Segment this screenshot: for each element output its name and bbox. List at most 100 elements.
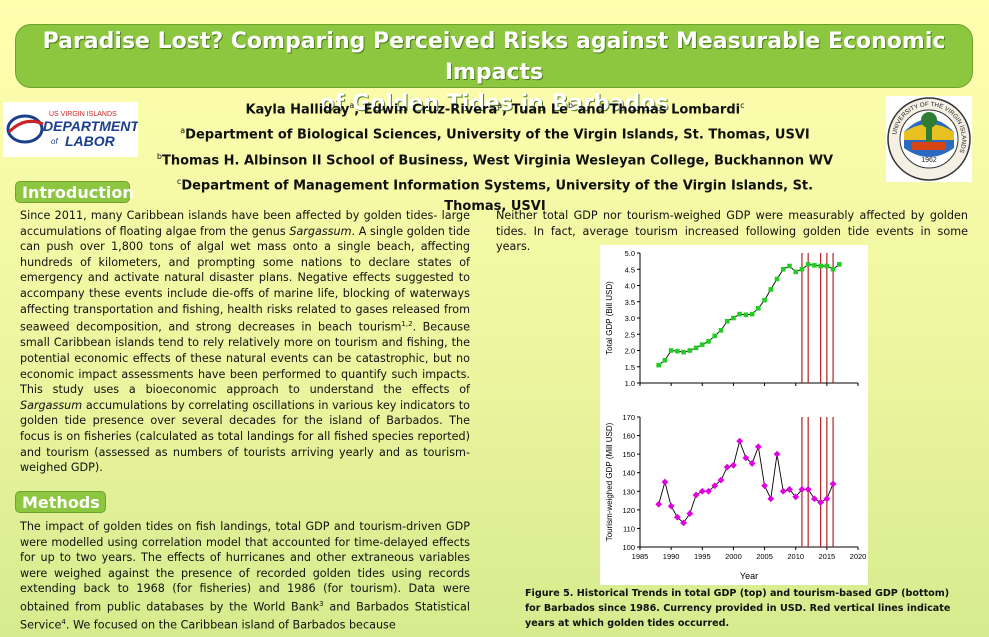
tourism-data-point <box>811 495 818 503</box>
tourism-x-tick-label: 2015 <box>819 552 836 561</box>
tourism-data-point <box>673 513 681 521</box>
intro-citation: 1,2 <box>401 320 413 329</box>
affiliation-sup: c <box>176 176 182 186</box>
tourism-y-tick-label: 130 <box>622 487 635 496</box>
intro-text-3: . Because small Caribbean islands tend t… <box>20 320 471 397</box>
author-sup: b <box>567 101 574 110</box>
tourism-y-tick-label: 170 <box>622 413 635 422</box>
author-list: Kayla Hallidaya, Edwin Cruz-Riveraa, Tua… <box>150 95 840 120</box>
department-of-labor-logo: US VIRGIN ISLANDS DEPARTMENT of LABOR <box>3 102 140 157</box>
methods-text: The impact of golden tides on fish landi… <box>20 519 470 634</box>
gdp-data-point <box>793 269 799 275</box>
gdp-y-tick-label: 2.0 <box>625 347 635 356</box>
author-name: Tuan Le <box>511 102 568 118</box>
tourism-y-tick-label: 150 <box>622 450 635 459</box>
gdp-data-point <box>662 357 668 363</box>
tourism-data-point <box>773 450 781 458</box>
gdp-data-point <box>656 362 661 368</box>
uvi-seal-graphic: UNIVERSITY OF THE VIRGIN ISLANDS 1962 <box>887 97 971 181</box>
dol-swoosh-icon <box>6 114 44 144</box>
tourism-x-tick-label: 1995 <box>694 552 711 561</box>
gdp-data-point <box>712 333 718 339</box>
figure-caption: Figure 5. Historical Trends in total GDP… <box>525 588 951 629</box>
gdp-y-tick-label: 4.0 <box>625 282 635 291</box>
gdp-y-axis-label: Total GDP (Bill USD) <box>605 281 614 355</box>
tourism-y-tick-label: 100 <box>622 543 635 552</box>
tourism-data-point <box>667 502 675 510</box>
tourism-data-point <box>680 519 687 527</box>
tourism-data-point <box>792 493 800 501</box>
tourism-data-point <box>717 476 725 484</box>
gdp-data-point <box>837 262 842 267</box>
gdp-data-point <box>818 263 823 269</box>
author-sup: a <box>497 101 503 110</box>
tourism-data-point <box>786 486 793 493</box>
tourism-data-point <box>829 480 837 488</box>
methods-text-3: . We focused on the Caribbean island of … <box>65 619 396 633</box>
affiliation-text: Thomas H. Albinson II School of Business… <box>161 152 834 168</box>
affiliation-3: cDepartment of Management Information Sy… <box>150 171 840 217</box>
author-sup: c <box>740 101 745 110</box>
dol-text-3: of <box>51 137 58 146</box>
section-heading-methods: Methods <box>15 491 106 513</box>
gdp-data-point <box>756 305 761 311</box>
tourism-x-tick-label: 1985 <box>632 552 649 561</box>
uvi-year: 1962 <box>921 157 937 164</box>
tourism-data-point <box>804 486 812 493</box>
tourism-data-point <box>823 495 831 503</box>
section-heading-introduction: Introduction <box>15 181 134 203</box>
gdp-data-point <box>687 348 693 353</box>
tourism-data-point <box>817 499 825 506</box>
affiliation-text: Department of Biological Sciences, Unive… <box>185 127 810 143</box>
tourism-data-point <box>754 443 762 451</box>
tourism-y-tick-label: 110 <box>623 524 635 533</box>
tourism-data-point <box>692 491 700 499</box>
tourism-data-point <box>767 495 775 503</box>
dol-swoosh-red-icon <box>7 119 44 134</box>
gdp-data-point <box>749 311 755 317</box>
tourism-data-point <box>723 463 731 471</box>
gdp-data-point <box>693 345 699 351</box>
gdp-data-point <box>812 263 817 268</box>
title-banner <box>15 24 973 88</box>
author-name: Thomas Lombardi <box>609 102 741 118</box>
tourism-x-axis-label: Year <box>740 571 758 581</box>
dol-text-1: US VIRGIN ISLANDS <box>49 111 117 118</box>
gdp-data-point <box>774 276 780 282</box>
gdp-data-point <box>780 266 786 272</box>
author-sup: a <box>349 101 355 110</box>
title-line-2: of Golden Tides in Barbados <box>319 91 669 116</box>
methods-text-1: The impact of golden tides on fish landi… <box>20 520 470 614</box>
gdp-data-point <box>768 287 774 292</box>
gdp-data-point <box>830 266 836 272</box>
author-name: Kayla Halliday <box>245 102 350 118</box>
tourism-data-point <box>705 487 712 495</box>
gdp-data-point <box>799 266 805 272</box>
tourism-data-point <box>686 510 694 517</box>
poster-title: Paradise Lost? Comparing Perceived Risks… <box>15 26 973 119</box>
gdp-data-point <box>675 348 680 354</box>
intro-italic-2: Sargassum <box>20 398 83 412</box>
tourism-y-tick-label: 160 <box>622 432 635 441</box>
gdp-y-tick-label: 4.5 <box>625 265 635 274</box>
tourism-data-point <box>779 487 787 495</box>
tourism-data-point <box>698 487 706 495</box>
intro-text-1: Since 2011, many Caribbean islands have … <box>20 209 470 238</box>
intro-italic-1: Sargassum <box>289 224 352 238</box>
methods-citation: 3 <box>319 599 324 608</box>
affiliation-2: bThomas H. Albinson II School of Busines… <box>150 146 840 171</box>
tourism-y-tick-label: 140 <box>622 469 635 478</box>
gdp-data-point <box>824 263 830 269</box>
tourism-data-point <box>798 486 806 493</box>
gdp-data-point <box>743 312 749 318</box>
gdp-data-point <box>737 311 742 317</box>
gdp-y-tick-label: 2.5 <box>625 330 635 339</box>
tourism-data-point <box>736 437 744 445</box>
tourism-x-tick-label: 2020 <box>850 552 867 561</box>
gdp-charts: 1.0 1.5 2.0 2.5 3.0 3.5 4.0 4.5 5.0 Total GDP (Bi… <box>605 249 867 581</box>
tourism-data-point <box>761 482 768 490</box>
gdp-data-point <box>787 263 792 269</box>
uvi-seal-logo: UNIVERSITY OF THE VIRGIN ISLANDS 1962 <box>886 96 972 182</box>
tourism-data-point <box>748 460 756 467</box>
figure-5-panel: 1.0 1.5 2.0 2.5 3.0 3.5 4.0 4.5 5.0 Total GDP (Bi… <box>600 245 868 585</box>
